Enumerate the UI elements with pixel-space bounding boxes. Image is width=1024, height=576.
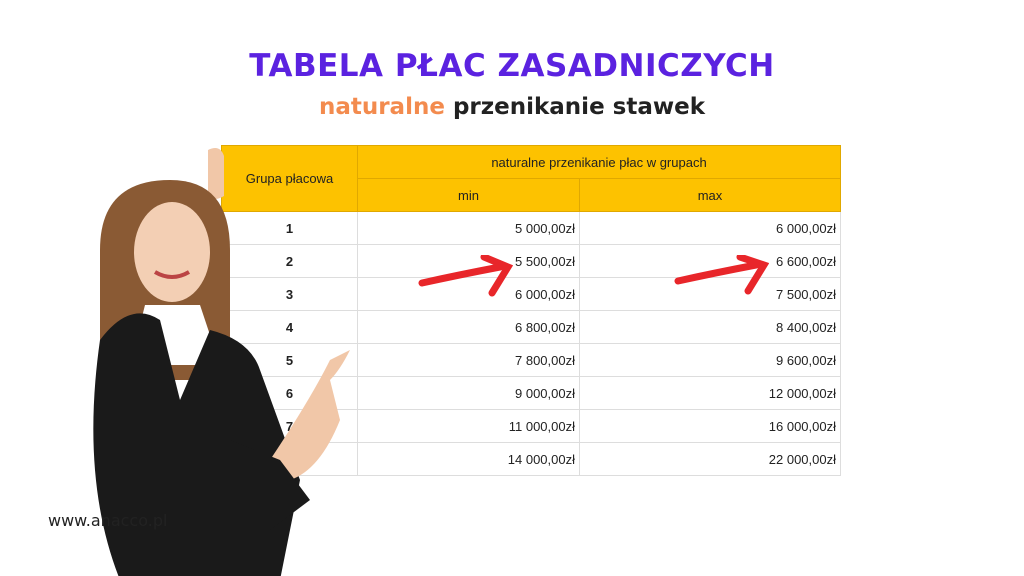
cell-min: 5 000,00zł (357, 211, 580, 245)
max-header: max (579, 178, 841, 212)
woman-pointing-image (93, 148, 350, 576)
red-arrow-icon-min (418, 255, 513, 297)
cell-max: 12 000,00zł (579, 376, 841, 410)
span-header: naturalne przenikanie płac w grupach (357, 145, 841, 179)
cell-max: 8 400,00zł (579, 310, 841, 344)
cell-min: 9 000,00zł (357, 376, 580, 410)
website-url: www.anacco.pl (48, 511, 168, 530)
cell-min: 14 000,00zł (357, 442, 580, 476)
cell-min: 6 800,00zł (357, 310, 580, 344)
subtitle: naturalne przenikanie stawek (0, 94, 1024, 120)
min-header: min (357, 178, 580, 212)
subtitle-highlight: naturalne (318, 94, 445, 120)
group-header: Grupa płacowa (221, 145, 358, 212)
cell-max: 6 000,00zł (579, 211, 841, 245)
red-arrow-icon-max (674, 255, 769, 295)
subtitle-rest: przenikanie stawek (444, 94, 706, 120)
cell-max: 16 000,00zł (579, 409, 841, 443)
cell-max: 9 600,00zł (579, 343, 841, 377)
cell-group: 4 (221, 310, 358, 344)
cell-group: 1 (221, 211, 358, 245)
cell-min: 7 800,00zł (357, 343, 580, 377)
page-title: TABELA PŁAC ZASADNICZYCH (249, 48, 775, 84)
cell-max: 7 500,00zł (579, 277, 841, 311)
cell-max: 22 000,00zł (579, 442, 841, 476)
cell-min: 11 000,00zł (357, 409, 580, 443)
